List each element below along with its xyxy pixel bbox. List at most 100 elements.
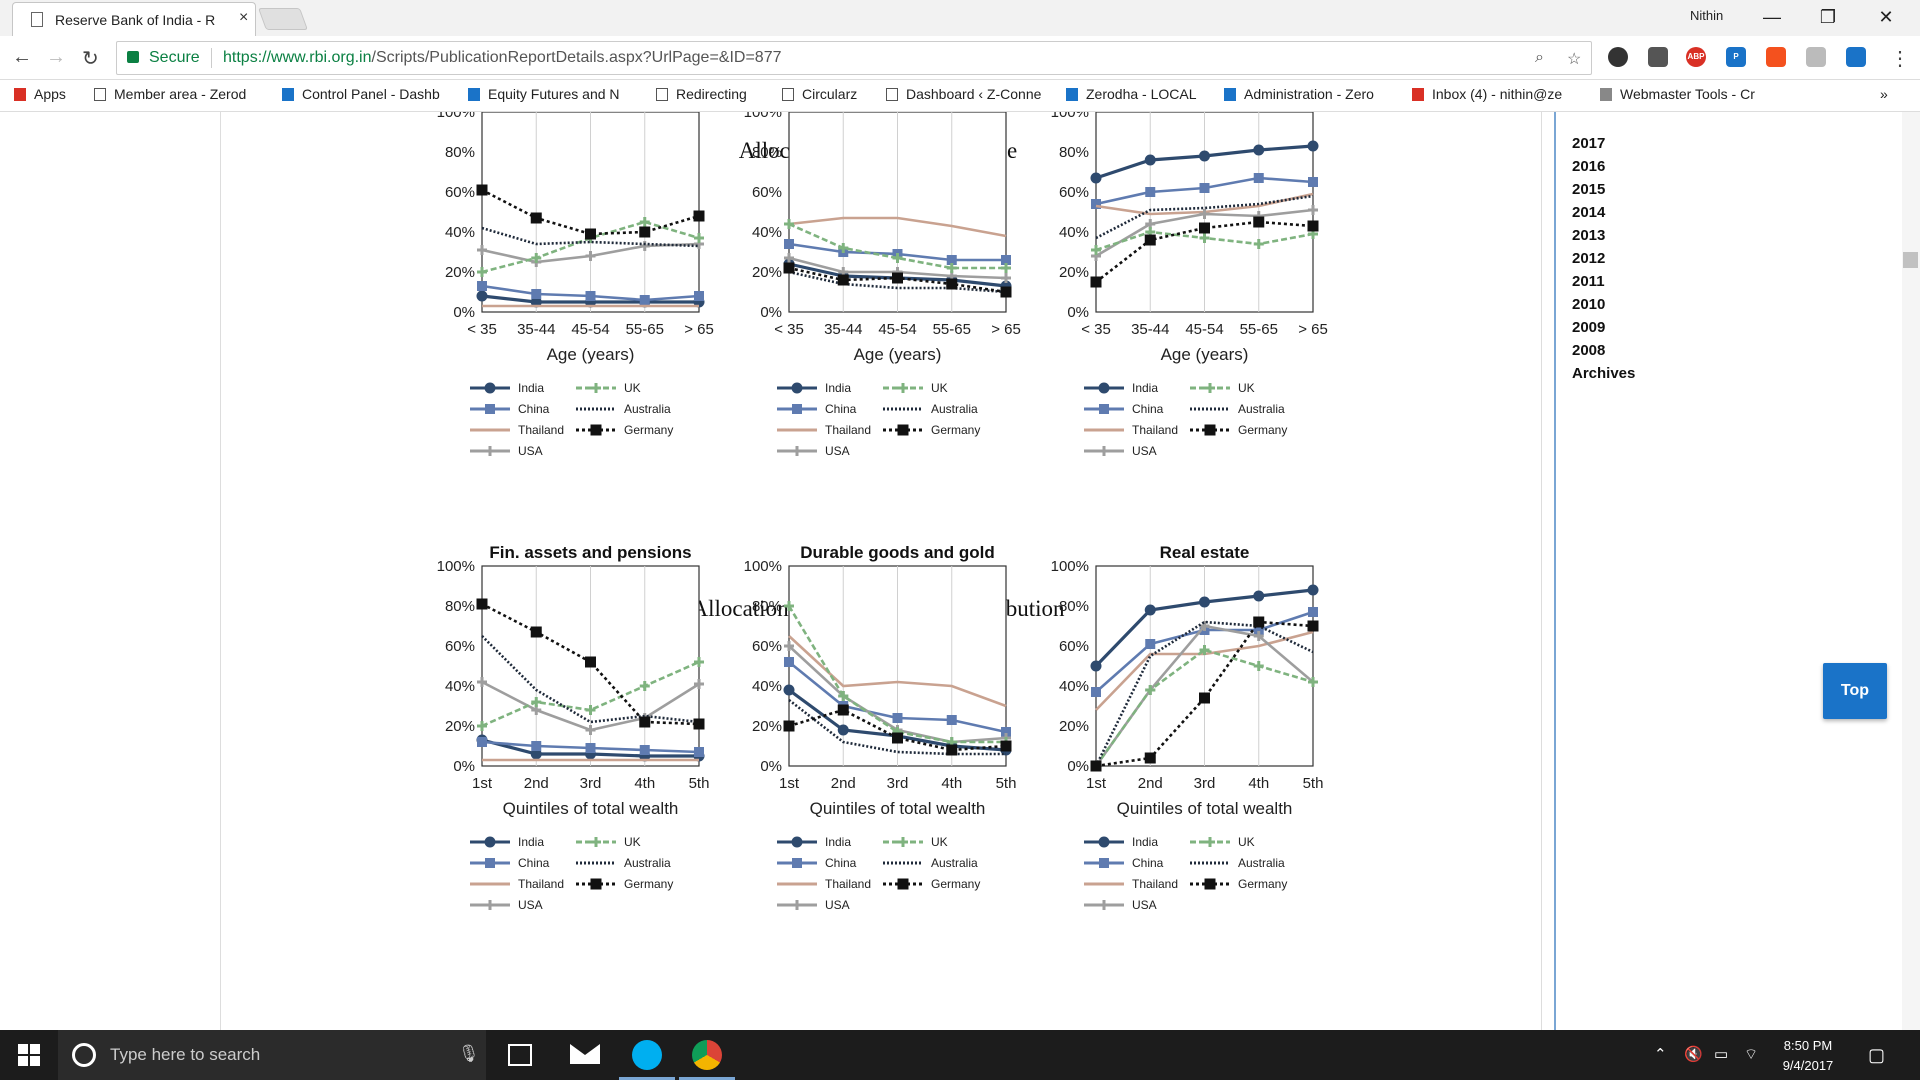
legend-label: India — [518, 381, 544, 395]
chrome-icon[interactable] — [692, 1040, 722, 1070]
data-point-germany — [1199, 222, 1210, 234]
archive-year-link[interactable]: 2011 — [1572, 273, 1605, 290]
data-point-india — [1199, 596, 1210, 608]
data-point-germany — [892, 272, 903, 284]
data-point-china — [1001, 727, 1011, 737]
data-point-china — [1145, 639, 1156, 649]
bookmark-star-icon[interactable]: ☆ — [1567, 51, 1582, 68]
y-tick-label: 100% — [437, 112, 475, 121]
taskbar-clock[interactable]: 8:50 PM 9/4/2017 — [1768, 1036, 1848, 1076]
orange-arrow-extension-icon[interactable] — [1766, 47, 1786, 67]
close-window-button[interactable]: ✕ — [1878, 7, 1894, 27]
bookmark-zerodha-local[interactable]: Zerodha - LOCAL — [1066, 86, 1197, 102]
bookmark-control-panel-dashb[interactable]: Control Panel - Dashb — [282, 86, 440, 102]
archive-year-link[interactable]: 2008 — [1572, 342, 1606, 359]
wifi-icon[interactable]: ⌔ — [1744, 1046, 1759, 1063]
data-point-china — [531, 741, 542, 751]
bookmark-administration-zero[interactable]: Administration - Zero — [1224, 86, 1374, 102]
bookmark-redirecting[interactable]: Redirecting — [656, 86, 747, 102]
legend-label: India — [518, 835, 544, 849]
volume-muted-icon[interactable]: 🔇 — [1684, 1046, 1703, 1063]
x-tick-label: 3rd — [1194, 775, 1216, 792]
menu-icon[interactable]: ⋮ — [1890, 48, 1910, 70]
scrollbar[interactable] — [1902, 112, 1920, 1030]
data-point-india — [1253, 144, 1265, 156]
data-point-india — [837, 724, 849, 736]
grid-extension-icon[interactable] — [1806, 47, 1826, 67]
data-point-india — [476, 290, 488, 302]
bookmark-inbox-4-nithin-ze[interactable]: Inbox (4) - nithin@ze — [1412, 86, 1562, 102]
mail-icon[interactable] — [570, 1044, 600, 1064]
shield-extension-icon[interactable] — [1648, 47, 1668, 67]
legend-label: China — [1132, 856, 1164, 870]
bookmark-webmaster-tools-cr[interactable]: Webmaster Tools - Cr — [1600, 86, 1755, 102]
bookmark-label: Circularz — [802, 86, 858, 102]
y-tick-label: 80% — [1059, 144, 1089, 161]
back-to-top-button[interactable]: Top — [1823, 663, 1887, 719]
legend-label: USA — [825, 444, 850, 458]
tray-chevron-icon[interactable]: ⌃ — [1654, 1046, 1667, 1063]
series-line-germany — [788, 708, 1007, 752]
p-extension-icon[interactable]: P — [1726, 47, 1746, 67]
browser-tab[interactable]: Reserve Bank of India - R × — [12, 2, 256, 36]
bookmark-label: Apps — [34, 86, 66, 102]
windows-start-icon[interactable] — [18, 1044, 40, 1066]
new-tab-button[interactable] — [257, 8, 309, 30]
data-point-germany — [1253, 616, 1265, 628]
taskbar-search-box[interactable]: Type here to search 🎙 — [58, 1030, 486, 1080]
task-view-icon[interactable] — [508, 1044, 532, 1066]
reload-icon[interactable]: ↻ — [82, 48, 99, 70]
data-point-india — [783, 684, 795, 696]
dark-circle-extension-icon[interactable] — [1608, 47, 1628, 67]
skype-icon[interactable] — [632, 1040, 662, 1070]
blue-flag-extension-icon[interactable] — [1846, 47, 1866, 67]
archives-link[interactable]: Archives — [1572, 365, 1636, 382]
series-line-thailand — [788, 216, 1007, 238]
gmail-icon — [1412, 88, 1424, 101]
profile-name[interactable]: Nithin — [1690, 8, 1724, 23]
forward-icon[interactable]: → — [46, 46, 66, 68]
address-bar[interactable]: Secure https://www.rbi.org.in/Scripts/Pu… — [116, 41, 1592, 75]
notification-icon[interactable]: ▢ — [1868, 1045, 1886, 1065]
bookmark-apps[interactable]: Apps — [14, 86, 66, 102]
y-tick-label: 40% — [445, 224, 475, 241]
adblock-extension-icon[interactable]: ABP — [1686, 47, 1706, 67]
url-text[interactable]: https://www.rbi.org.in/Scripts/Publicati… — [223, 49, 782, 67]
archive-year-link[interactable]: 2014 — [1572, 204, 1606, 221]
y-tick-label: 40% — [1059, 678, 1089, 695]
scrollbar-thumb[interactable] — [1903, 252, 1918, 268]
data-point-india — [1307, 584, 1319, 596]
data-point-china — [585, 291, 596, 301]
bookmark-equity-futures-and-n[interactable]: Equity Futures and N — [468, 86, 620, 102]
legend-label: India — [825, 835, 851, 849]
microphone-icon[interactable]: 🎙 — [458, 1044, 480, 1063]
series-line-thailand — [788, 635, 1007, 708]
bookmark-member-area-zerod[interactable]: Member area - Zerod — [94, 86, 246, 102]
bookmarks-overflow-icon[interactable]: » — [1880, 86, 1888, 102]
archive-year-link[interactable]: 2015 — [1572, 181, 1606, 198]
blue-flag-icon — [1224, 88, 1236, 101]
tab-close-icon[interactable]: × — [239, 9, 249, 26]
data-point-china — [1091, 687, 1101, 697]
chart-title: Fin. assets and pensions — [489, 543, 691, 562]
x-tick-label: 35-44 — [517, 321, 555, 338]
archive-year-link[interactable]: 2009 — [1572, 319, 1606, 336]
bookmark-label: Redirecting — [676, 86, 747, 102]
cortana-icon[interactable] — [72, 1043, 96, 1067]
data-point-germany — [1090, 760, 1102, 772]
archive-year-link[interactable]: 2012 — [1572, 250, 1606, 267]
zoom-icon[interactable]: ⌕ — [1535, 49, 1544, 66]
bookmark-dashboard-z-conne[interactable]: Dashboard ‹ Z-Conne — [886, 86, 1041, 102]
archive-year-link[interactable]: 2013 — [1572, 227, 1606, 244]
battery-icon[interactable]: ▭ — [1714, 1046, 1729, 1063]
bookmark-circularz[interactable]: Circularz — [782, 86, 857, 102]
restore-button[interactable]: ❐ — [1819, 7, 1837, 27]
archive-year-link[interactable]: 2010 — [1572, 296, 1606, 313]
x-axis-label: Quintiles of total wealth — [810, 799, 986, 818]
back-icon[interactable]: ← — [12, 46, 32, 68]
archive-year-link[interactable]: 2017 — [1572, 135, 1606, 152]
secure-label: Secure — [149, 49, 200, 66]
archive-year-link[interactable]: 2016 — [1572, 158, 1606, 175]
chart-4: Durable goods and gold 0% 20% 40% 60% 80% 100%… — [744, 543, 1017, 912]
minimize-button[interactable]: — — [1763, 7, 1781, 27]
